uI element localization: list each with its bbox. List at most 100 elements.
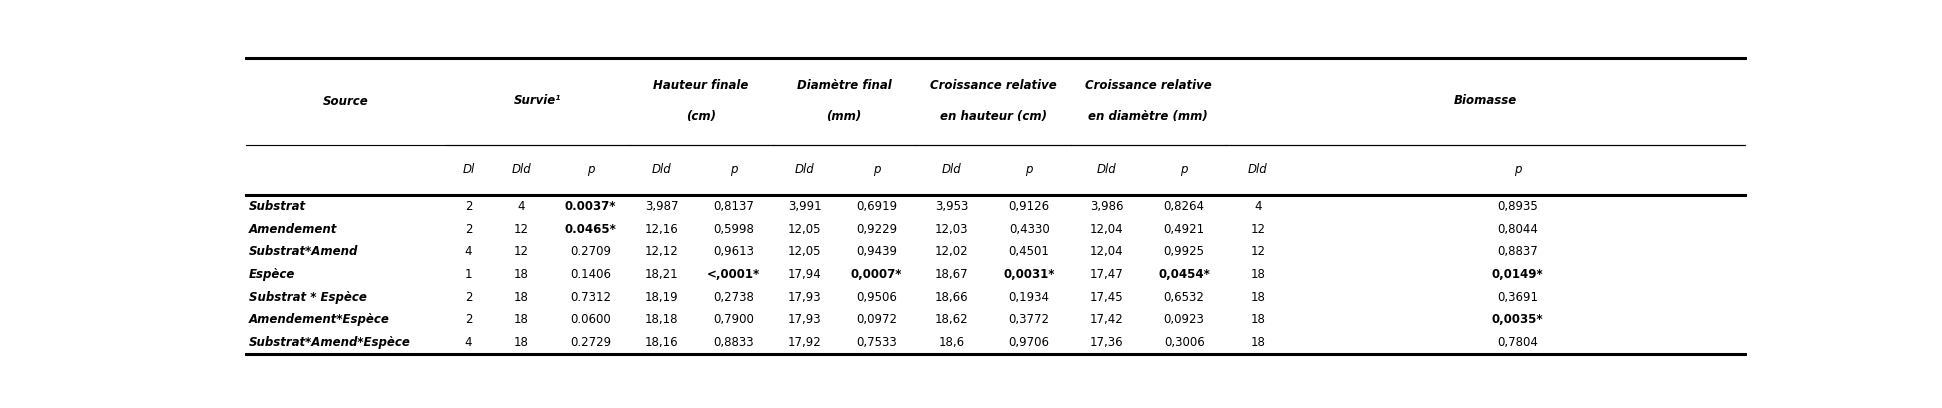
Text: 12: 12 [1251,222,1266,235]
Text: Substrat: Substrat [249,200,307,213]
Text: 18: 18 [1251,268,1266,281]
Text: 18,67: 18,67 [934,268,969,281]
Text: 12,04: 12,04 [1089,245,1124,258]
Text: Source: Source [322,95,369,108]
Text: 4: 4 [464,336,472,349]
Text: Dld: Dld [653,164,672,176]
Text: Dld: Dld [794,164,816,176]
Text: 4: 4 [464,245,472,258]
Text: 4: 4 [517,200,524,213]
Text: 0,1934: 0,1934 [1008,290,1049,304]
Text: 3,953: 3,953 [934,200,969,213]
Text: p: p [1025,164,1033,176]
Text: 3,991: 3,991 [788,200,821,213]
Text: 12,03: 12,03 [934,222,969,235]
Text: 17,47: 17,47 [1089,268,1124,281]
Text: 0,3691: 0,3691 [1497,290,1538,304]
Text: 0,4501: 0,4501 [1008,245,1049,258]
Text: 18,16: 18,16 [645,336,678,349]
Text: 18: 18 [1251,336,1266,349]
Text: 0,3772: 0,3772 [1008,313,1049,326]
Text: 0,9126: 0,9126 [1008,200,1051,213]
Text: Amendement*Espèce: Amendement*Espèce [249,313,390,326]
Text: 17,36: 17,36 [1089,336,1124,349]
Text: 12: 12 [515,245,528,258]
Text: 18: 18 [515,336,528,349]
Text: 0,9506: 0,9506 [856,290,897,304]
Text: 1: 1 [464,268,472,281]
Text: Dld: Dld [511,164,530,176]
Text: 18,66: 18,66 [934,290,969,304]
Text: 0.0037*: 0.0037* [565,200,616,213]
Text: p: p [586,164,594,176]
Text: 0,3006: 0,3006 [1163,336,1204,349]
Text: Amendement: Amendement [249,222,338,235]
Text: 0,0923: 0,0923 [1163,313,1204,326]
Text: Croissance relative: Croissance relative [930,79,1056,91]
Text: p: p [872,164,880,176]
Text: 12: 12 [1251,245,1266,258]
Text: Dld: Dld [1249,164,1268,176]
Text: 12,16: 12,16 [645,222,680,235]
Text: 12: 12 [515,222,528,235]
Text: 0,0454*: 0,0454* [1157,268,1210,281]
Text: 17,45: 17,45 [1089,290,1124,304]
Text: 0,0007*: 0,0007* [851,268,903,281]
Text: en diamètre (mm): en diamètre (mm) [1088,110,1208,123]
Text: 0.2729: 0.2729 [569,336,612,349]
Text: 0,4330: 0,4330 [1008,222,1049,235]
Text: 0,8264: 0,8264 [1163,200,1204,213]
Text: 18: 18 [515,268,528,281]
Text: 3,987: 3,987 [645,200,678,213]
Text: 0,6919: 0,6919 [856,200,897,213]
Text: 12,05: 12,05 [788,245,821,258]
Text: p: p [1181,164,1189,176]
Text: 18,21: 18,21 [645,268,678,281]
Text: 0,9613: 0,9613 [713,245,753,258]
Text: 0.0465*: 0.0465* [565,222,616,235]
Text: Diamètre final: Diamètre final [796,79,891,91]
Text: 12,05: 12,05 [788,222,821,235]
Text: 2: 2 [464,222,472,235]
Text: 0,0035*: 0,0035* [1491,313,1544,326]
Text: 0,9925: 0,9925 [1163,245,1204,258]
Text: 0,8935: 0,8935 [1497,200,1538,213]
Text: 0.7312: 0.7312 [569,290,612,304]
Text: 0,0149*: 0,0149* [1491,268,1544,281]
Text: 0,6532: 0,6532 [1163,290,1204,304]
Text: 0,9439: 0,9439 [856,245,897,258]
Text: 0,2738: 0,2738 [713,290,753,304]
Text: 0,7900: 0,7900 [713,313,753,326]
Text: 18,19: 18,19 [645,290,678,304]
Text: 2: 2 [464,290,472,304]
Text: 2: 2 [464,200,472,213]
Text: 18: 18 [1251,313,1266,326]
Text: 12,04: 12,04 [1089,222,1124,235]
Text: Biomasse: Biomasse [1453,94,1517,107]
Text: Croissance relative: Croissance relative [1086,79,1212,91]
Text: Substrat*Amend: Substrat*Amend [249,245,357,258]
Text: 3,986: 3,986 [1089,200,1122,213]
Text: 17,94: 17,94 [788,268,821,281]
Text: 0,8833: 0,8833 [713,336,753,349]
Text: 18: 18 [515,290,528,304]
Text: 18,6: 18,6 [938,336,965,349]
Text: 0,5998: 0,5998 [713,222,753,235]
Text: 0,4921: 0,4921 [1163,222,1204,235]
Text: 0,7533: 0,7533 [856,336,897,349]
Text: 0,0031*: 0,0031* [1004,268,1055,281]
Text: 0.2709: 0.2709 [569,245,612,258]
Text: 0,8044: 0,8044 [1497,222,1538,235]
Text: 4: 4 [1255,200,1262,213]
Text: <,0001*: <,0001* [707,268,759,281]
Text: 2: 2 [464,313,472,326]
Text: Dld: Dld [942,164,961,176]
Text: p: p [730,164,738,176]
Text: Survie¹: Survie¹ [515,94,561,107]
Text: 17,92: 17,92 [788,336,821,349]
Text: 17,93: 17,93 [788,313,821,326]
Text: 12,12: 12,12 [645,245,680,258]
Text: 0,0972: 0,0972 [856,313,897,326]
Text: 0.0600: 0.0600 [571,313,612,326]
Text: 0,8137: 0,8137 [713,200,753,213]
